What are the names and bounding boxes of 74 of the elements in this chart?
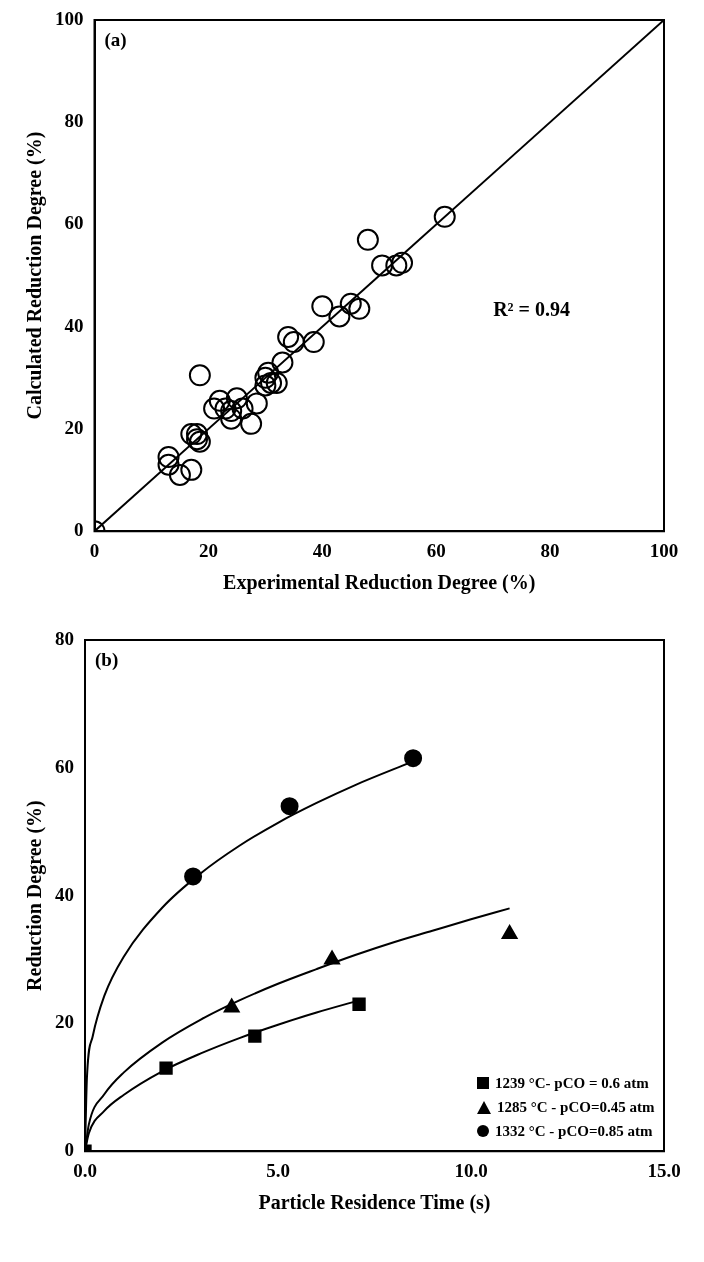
- y-tick-label: 40: [64, 314, 84, 336]
- point: [180, 423, 203, 446]
- point: [385, 254, 408, 277]
- point: [302, 331, 325, 354]
- y-tick-label: 60: [64, 212, 84, 234]
- point: [254, 366, 277, 389]
- point: [240, 412, 263, 435]
- point: [245, 392, 268, 415]
- point: [260, 371, 283, 394]
- point: [328, 305, 351, 328]
- point: [157, 446, 180, 469]
- annotation: (b): [95, 649, 119, 672]
- point: [168, 463, 191, 486]
- point: [220, 400, 243, 423]
- legend-label: 1285 °C - pCO=0.45 atm: [497, 1098, 655, 1116]
- point: [356, 228, 379, 251]
- point: [184, 867, 203, 886]
- y-tick-label: 40: [55, 883, 74, 905]
- point: [280, 797, 299, 816]
- legend-label: 1239 °C- pCO = 0.6 atm: [495, 1074, 649, 1092]
- point: [248, 1029, 262, 1043]
- point: [371, 254, 394, 277]
- point: [159, 1061, 173, 1075]
- point: [231, 397, 254, 420]
- point: [352, 997, 366, 1011]
- y-tick-label: 100: [55, 7, 84, 29]
- point: [186, 423, 209, 446]
- point: [188, 364, 211, 387]
- x-tick-label: 40: [312, 539, 332, 561]
- point: [271, 351, 294, 374]
- point: [254, 374, 277, 397]
- point: [339, 292, 362, 315]
- point: [348, 297, 371, 320]
- x-tick-label: 0.0: [73, 1159, 97, 1181]
- point: [265, 371, 288, 394]
- point: [208, 389, 231, 412]
- y-tick-label: 60: [55, 755, 74, 777]
- point: [433, 205, 456, 228]
- point: [225, 387, 248, 410]
- point: [257, 361, 280, 384]
- y-tick-label: 20: [55, 1011, 74, 1033]
- point: [391, 251, 414, 274]
- point: [324, 950, 340, 965]
- y-tick-label: 80: [64, 110, 84, 132]
- point: [501, 924, 518, 939]
- point: [404, 749, 423, 768]
- point: [282, 331, 305, 354]
- y-tick-label: 0: [64, 1139, 74, 1161]
- x-tick-label: 80: [540, 539, 560, 561]
- x-tick-label: 10.0: [454, 1159, 488, 1181]
- y-axis-title: Reduction Degree (%): [23, 800, 47, 991]
- y-tick-label: 80: [55, 627, 74, 649]
- y-tick-label: 20: [64, 416, 84, 438]
- y-tick-label: 0: [74, 519, 84, 541]
- annotation: (a): [104, 29, 127, 52]
- point: [203, 397, 226, 420]
- x-axis-title: Particle Residence Time (s): [258, 1191, 491, 1215]
- x-tick-label: 5.0: [266, 1159, 290, 1181]
- annotation: R² = 0.94: [493, 298, 570, 321]
- point: [277, 325, 300, 348]
- x-tick-label: 100: [649, 539, 679, 561]
- x-tick-label: 0: [89, 539, 100, 561]
- point: [311, 295, 334, 318]
- x-tick-label: 60: [426, 539, 446, 561]
- point: [157, 453, 180, 476]
- point: [220, 407, 243, 430]
- point: [180, 458, 203, 481]
- legend-label: 1332 °C - pCO=0.85 atm: [495, 1122, 653, 1140]
- x-tick-label: 15.0: [647, 1159, 681, 1181]
- x-axis-title: Experimental Reduction Degree (%): [223, 571, 536, 595]
- point: [214, 397, 237, 420]
- y-axis-title: Calculated Reduction Degree (%): [23, 131, 47, 420]
- point: [223, 998, 240, 1013]
- x-tick-label: 20: [198, 539, 218, 561]
